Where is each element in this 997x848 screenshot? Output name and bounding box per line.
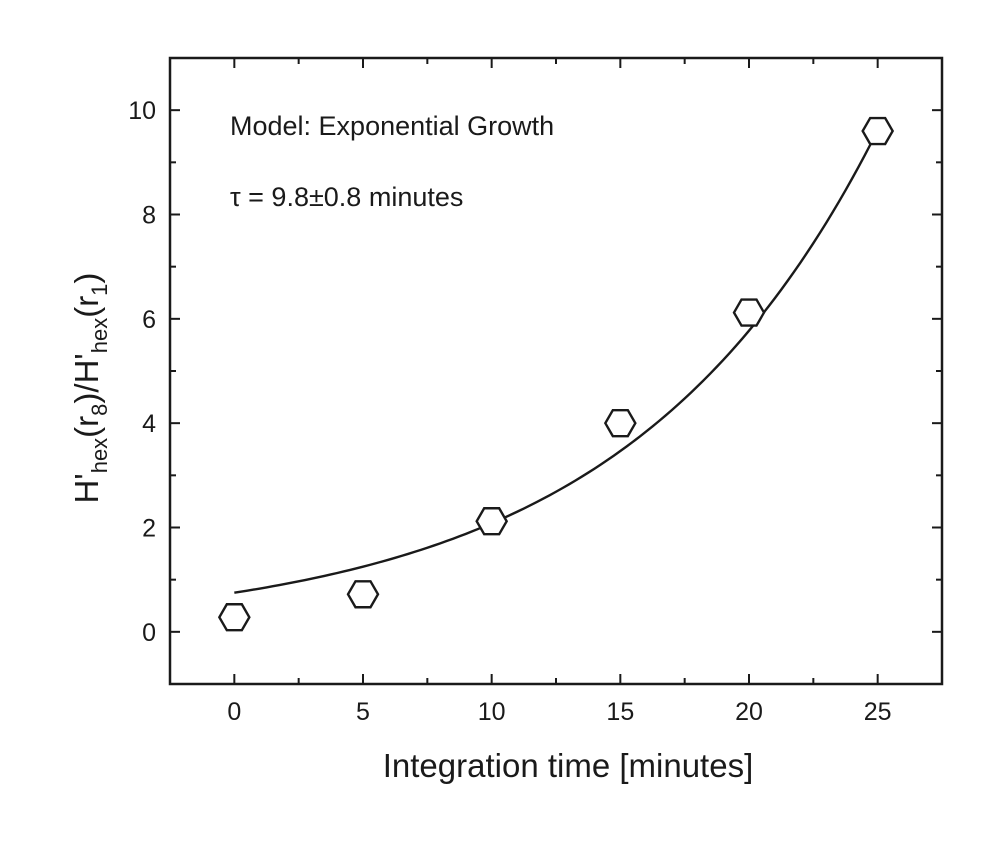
data-point: [346, 580, 380, 609]
y-tick-label: 4: [142, 410, 156, 438]
y-title-part-7: (r: [68, 296, 105, 318]
y-title-part-1: H': [68, 473, 105, 503]
x-tick-label: 0: [227, 698, 241, 726]
y-title-part-4: 8: [87, 404, 112, 416]
y-title-part-3: (r: [68, 416, 105, 438]
x-axis-title: Integration time [minutes]: [383, 747, 754, 784]
y-tick-label: 6: [142, 306, 156, 334]
x-tick-label: 10: [478, 698, 506, 726]
data-point: [217, 603, 251, 632]
annotation-tau: τ = 9.8±0.8 minutes: [230, 182, 463, 212]
tick-labels: 0 5 10 15 20 25 0 2 4 6 8 10: [128, 97, 891, 726]
data-points: [217, 116, 895, 632]
y-tick-label: 0: [142, 619, 156, 647]
y-tick-label: 10: [128, 97, 156, 125]
data-point: [732, 298, 766, 327]
data-point: [603, 408, 637, 438]
plot-frame: [168, 56, 944, 686]
x-tick-label: 15: [606, 698, 634, 726]
y-tick-label: 8: [142, 202, 156, 230]
axis-ticks: [170, 58, 942, 684]
annotation-model: Model: Exponential Growth: [230, 111, 554, 141]
y-axis-title: H'hex(r8)/H'hex(r1): [68, 273, 112, 504]
data-point: [475, 507, 509, 536]
y-tick-label: 2: [142, 515, 156, 543]
y-title-part-2: hex: [87, 438, 112, 473]
x-tick-label: 25: [864, 698, 892, 726]
data-point: [861, 116, 895, 146]
x-tick-label: 5: [356, 698, 370, 726]
y-title-part-6: hex: [87, 318, 112, 353]
x-tick-label: 20: [735, 698, 763, 726]
y-title-part-5: )/H': [68, 353, 105, 403]
y-title-part-9: ): [68, 273, 105, 284]
y-title-part-8: 1: [87, 284, 112, 296]
fit-curve: [234, 129, 879, 594]
